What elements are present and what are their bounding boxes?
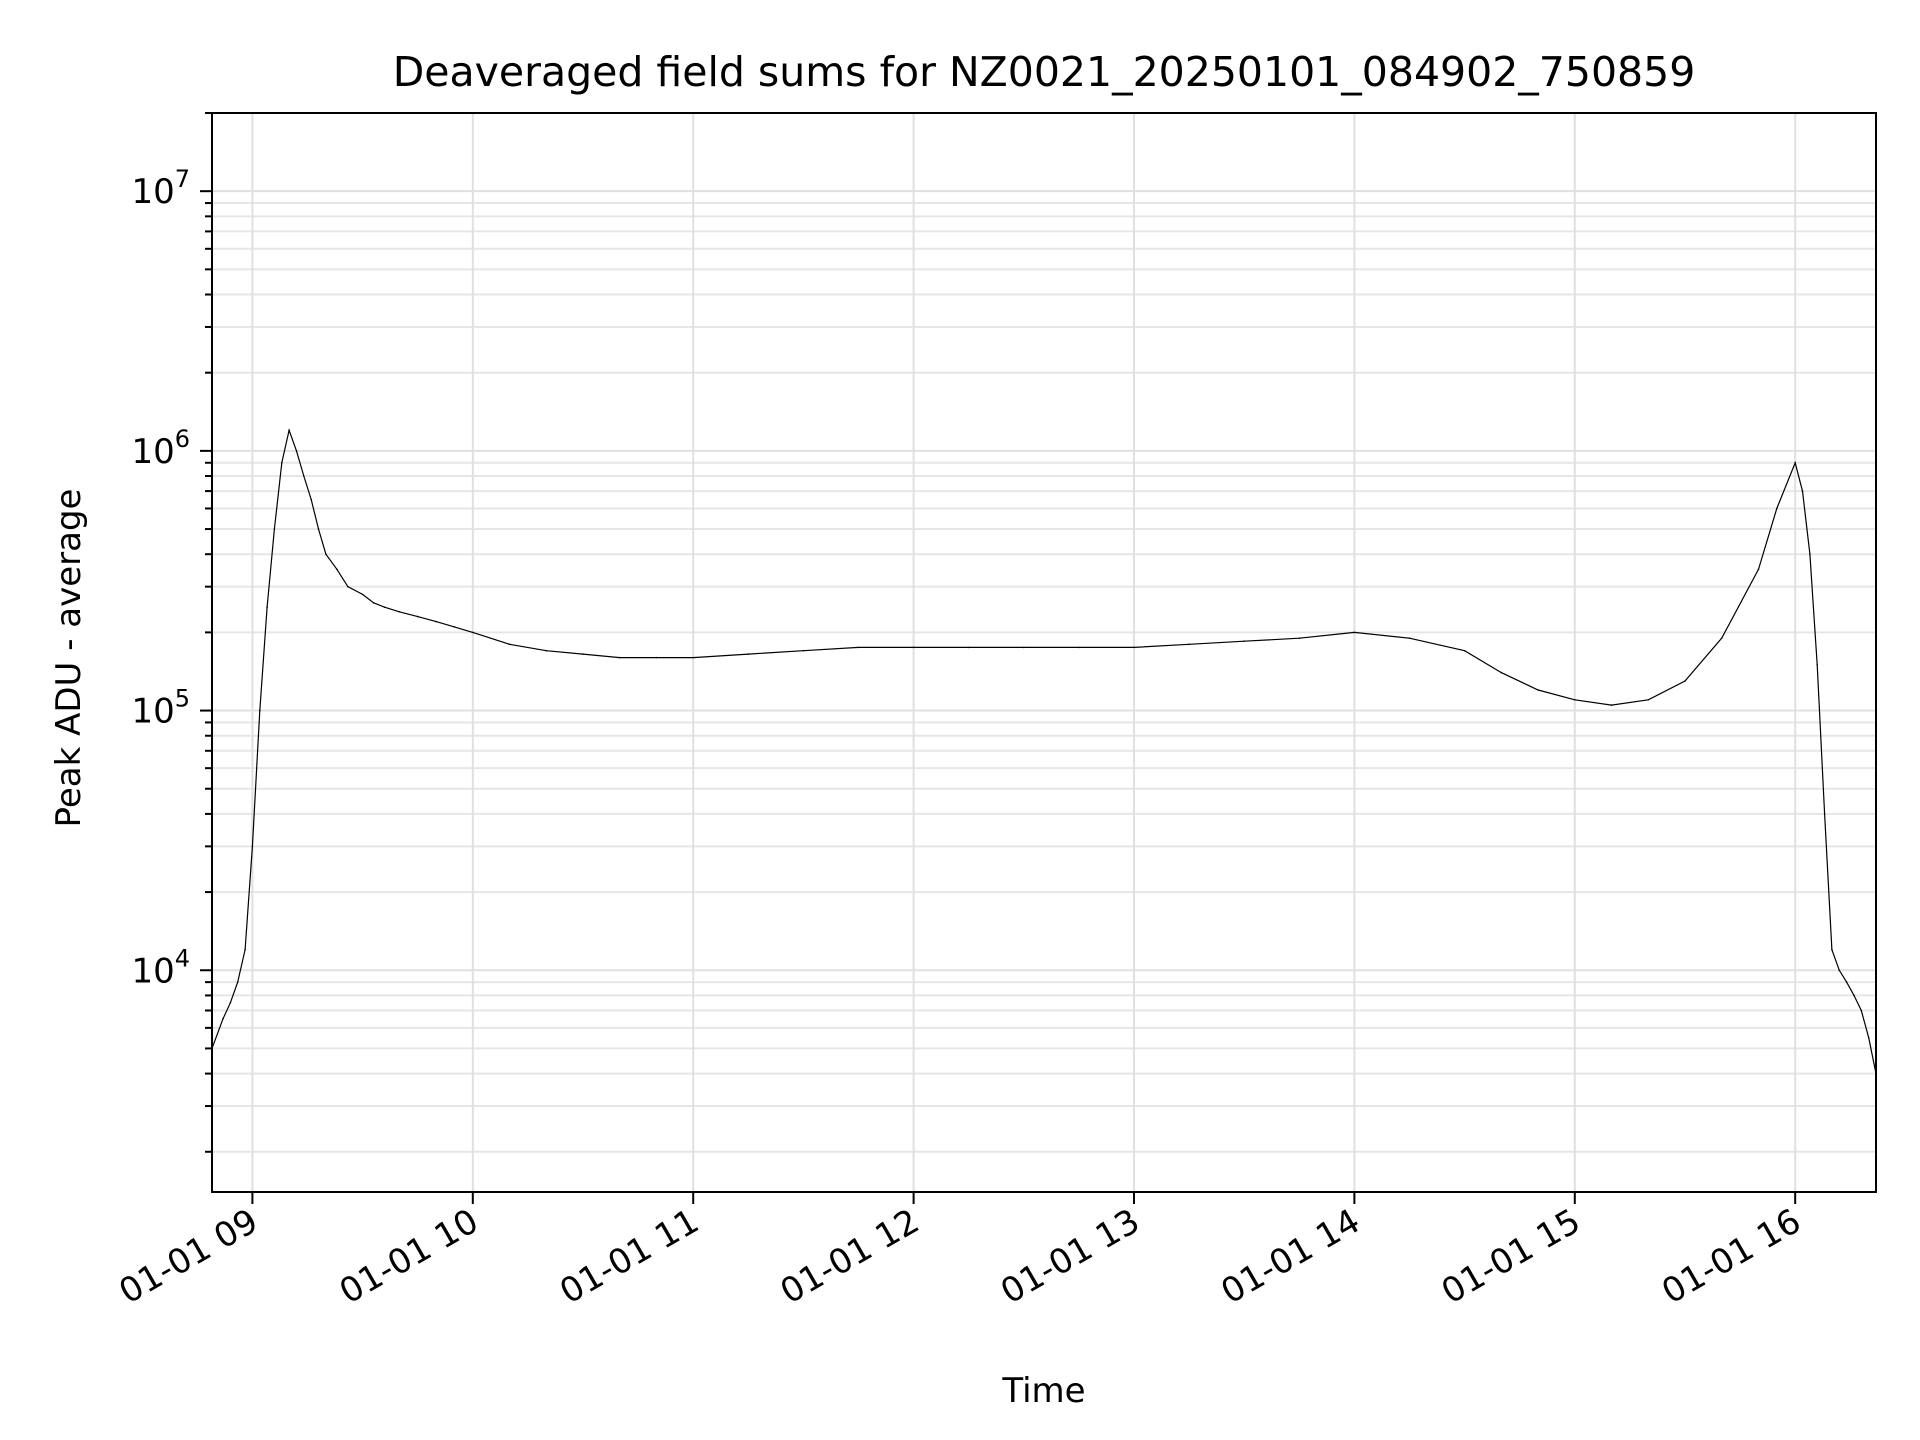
- series-line: [211, 428, 1877, 1074]
- series-point: [383, 606, 386, 608]
- series-point: [802, 649, 805, 652]
- x-tick-label: 01-01 10: [333, 1201, 485, 1312]
- series-point: [1353, 631, 1356, 634]
- series-point: [1867, 1036, 1870, 1039]
- series-point: [1243, 640, 1245, 642]
- series-point: [273, 528, 276, 530]
- series-point: [398, 611, 401, 613]
- series-point: [655, 656, 658, 659]
- series-point: [1838, 969, 1841, 972]
- series-point: [347, 585, 349, 588]
- series-point: [1801, 490, 1804, 492]
- axis-ticks: [200, 112, 1797, 1204]
- series-point: [1831, 948, 1833, 951]
- series-point: [259, 709, 261, 712]
- series-point: [1757, 568, 1760, 571]
- series-point: [361, 593, 364, 596]
- x-axis-label: Time: [1001, 1371, 1085, 1411]
- plot-frame: [211, 112, 1877, 1193]
- series-point: [325, 553, 327, 555]
- series-point: [1823, 813, 1826, 815]
- series-point: [472, 631, 474, 634]
- series-point: [692, 656, 694, 659]
- series-point: [1408, 637, 1411, 639]
- y-tick-label: 107: [131, 165, 190, 212]
- series-point: [1023, 646, 1025, 649]
- series-point: [310, 498, 313, 501]
- series-point: [1794, 462, 1796, 464]
- x-tick-label: 01-01 15: [1435, 1201, 1587, 1312]
- series-point: [416, 615, 419, 618]
- series-point: [1463, 649, 1466, 652]
- series-point: [1078, 646, 1080, 649]
- series-point: [295, 450, 298, 452]
- series-point: [1647, 699, 1650, 701]
- series-point: [1720, 637, 1723, 639]
- series-point: [288, 429, 290, 432]
- series-point: [967, 646, 970, 649]
- series-point: [1574, 699, 1576, 701]
- series-point: [1860, 1009, 1863, 1012]
- x-tick-label: 01-01 12: [774, 1201, 926, 1312]
- series-point: [372, 602, 375, 604]
- series-point: [1537, 689, 1539, 691]
- series-point: [857, 646, 860, 649]
- series-point: [222, 1018, 224, 1020]
- x-tick-label: 01-01 14: [1214, 1201, 1366, 1312]
- x-tick-label: 01-01 16: [1655, 1201, 1807, 1312]
- series-point: [317, 528, 320, 530]
- series-point: [1298, 637, 1301, 639]
- series-point: [244, 948, 246, 951]
- x-tick-labels: 01-01 09 01-01 10 01-01 11 01-01 12 01-01 13…: [113, 1201, 1808, 1312]
- x-tick-label: 01-01 13: [994, 1201, 1146, 1312]
- series-point: [1684, 680, 1686, 682]
- series-point: [435, 620, 437, 623]
- series-point: [1816, 664, 1818, 666]
- chart-title: Deaveraged field sums for NZ0021_2025010…: [393, 48, 1696, 96]
- series-point: [1610, 704, 1613, 706]
- series-point: [1776, 507, 1778, 510]
- series-point: [236, 981, 239, 983]
- series-point: [229, 1001, 232, 1004]
- series-point: [1853, 994, 1855, 997]
- series-point: [582, 653, 584, 655]
- series-point: [1809, 553, 1811, 555]
- series-point: [266, 606, 268, 608]
- series-point: [508, 643, 511, 646]
- y-axis-label: Peak ADU - average: [49, 489, 89, 828]
- series-point: [281, 462, 283, 464]
- series-point: [912, 646, 915, 649]
- x-tick-label: 01-01 11: [553, 1201, 705, 1312]
- series-point: [747, 653, 750, 655]
- x-tick-label: 01-01 09: [113, 1201, 265, 1312]
- y-tick-label: 106: [131, 425, 190, 472]
- series-point: [545, 649, 548, 652]
- y-tick-labels: 104 105 106 107: [131, 165, 190, 991]
- series-point: [251, 845, 254, 848]
- series-point: [618, 656, 621, 659]
- series-point: [1133, 646, 1135, 649]
- series-point: [1188, 643, 1190, 646]
- series-point: [303, 475, 305, 477]
- series-layer: [211, 428, 1877, 1075]
- series-point: [1845, 981, 1848, 983]
- series-point: [1500, 671, 1503, 674]
- series-point: [453, 626, 456, 628]
- y-tick-label: 105: [131, 685, 190, 732]
- y-tick-label: 104: [131, 944, 190, 991]
- series-point: [336, 568, 338, 571]
- grid: [212, 112, 1876, 1192]
